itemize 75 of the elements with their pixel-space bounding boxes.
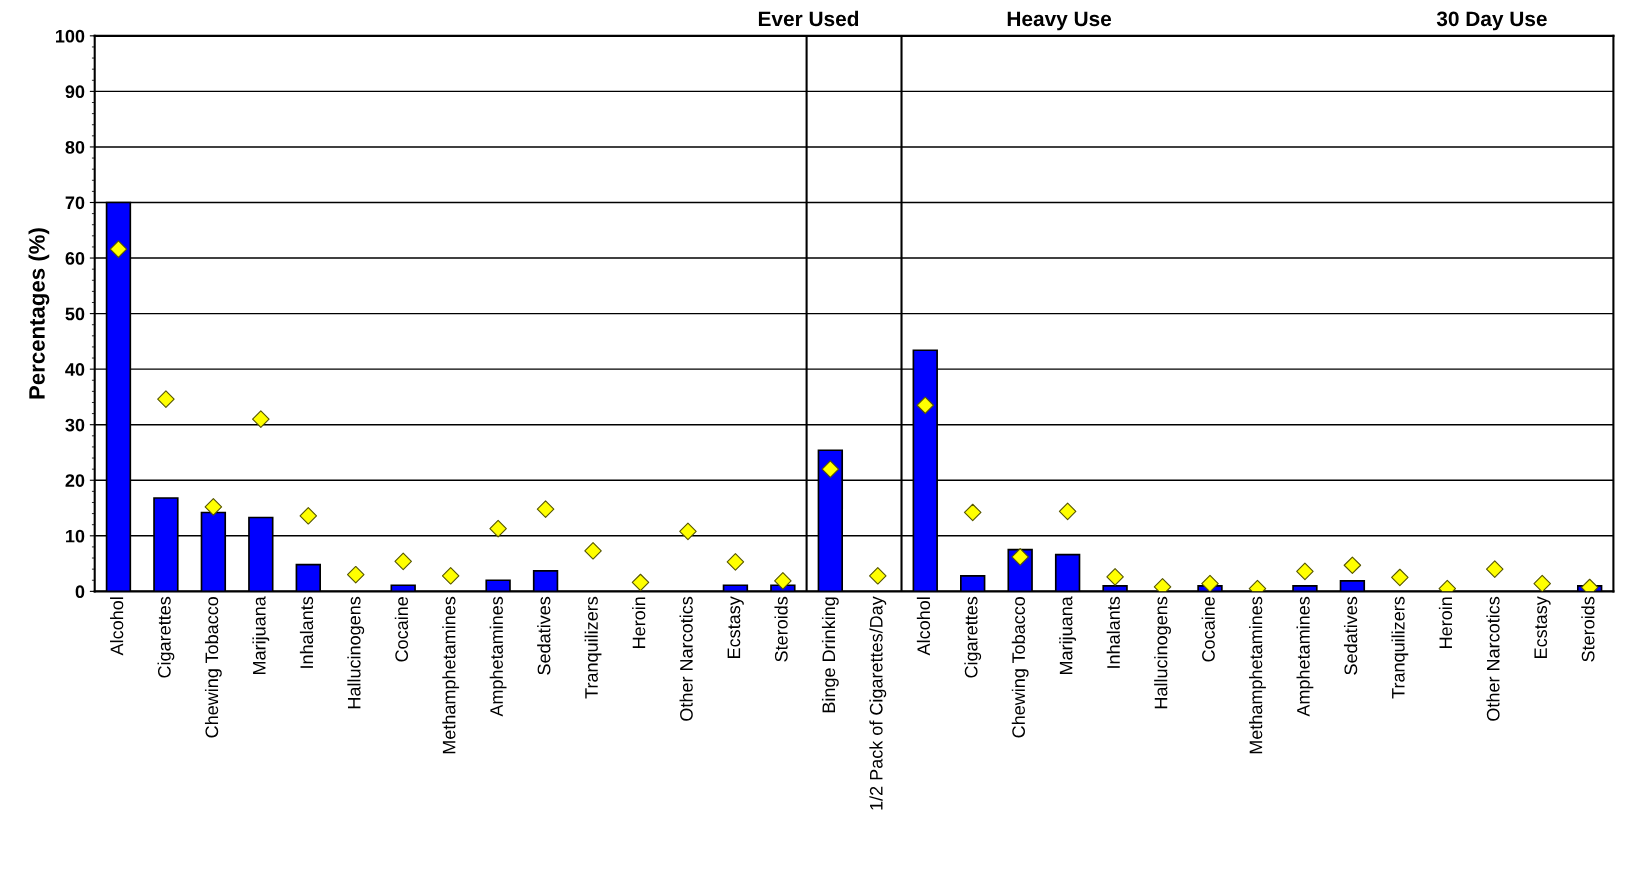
point xyxy=(394,552,412,571)
x-tick-label: Chewing Tobacco xyxy=(1011,596,1029,738)
x-tick-label: Tranquilizers xyxy=(584,596,602,699)
point xyxy=(963,503,982,522)
x-tick-label: Inhalants xyxy=(1106,596,1120,668)
y-tick-label: 90 xyxy=(65,85,85,99)
x-tick-label: 1/2 Pack of Cigarettes/Day xyxy=(869,596,887,810)
point xyxy=(726,553,745,571)
x-tick-label: Heroin xyxy=(1438,597,1453,648)
x-tick-label: Ecstasy xyxy=(1534,596,1551,658)
point xyxy=(204,498,223,516)
x-tick-label: Chewing Tobacco xyxy=(204,596,222,738)
point xyxy=(1296,562,1314,581)
x-tick-label: Amphetamines xyxy=(1296,596,1314,717)
point xyxy=(252,410,270,428)
x-tick-label: Alcohol xyxy=(110,597,124,656)
point xyxy=(1201,574,1219,592)
x-tick-label: Methamphetamines xyxy=(442,596,460,754)
y-tick-label: 100 xyxy=(56,29,85,43)
text: 30 Day Use xyxy=(1436,11,1547,31)
point xyxy=(916,396,935,415)
x-tick-label: Marijuana xyxy=(1059,596,1077,675)
text: Heavy Use xyxy=(1007,11,1112,31)
x-tick-label: Tranquilizers xyxy=(1391,596,1409,699)
point xyxy=(346,565,365,584)
x-tick-label: Cocaine xyxy=(1201,597,1215,662)
x-tick-label: Steroids xyxy=(1581,596,1595,662)
point xyxy=(869,567,887,585)
y-tick-label: 80 xyxy=(65,140,85,154)
x-tick-label: Cocaine xyxy=(394,597,409,662)
y-tick-label: 60 xyxy=(65,251,85,265)
y-tick-label: 30 xyxy=(65,418,85,432)
x-tick-label: Ecstasy xyxy=(727,596,744,658)
point xyxy=(536,500,555,518)
x-tick-label: Sedatives xyxy=(537,596,551,675)
x-tick-label: Alcohol xyxy=(916,597,931,656)
x-tick-label: Inhalants xyxy=(299,596,314,668)
x-tick-label: Methamphetamines xyxy=(1249,596,1266,754)
x-tick-label: Hallucinogens xyxy=(347,596,365,709)
y-tick-label: 20 xyxy=(65,474,85,487)
point xyxy=(299,507,318,525)
y-axis-title: Percentages (%) xyxy=(28,228,50,399)
point xyxy=(1485,560,1504,578)
x-tick-label: Other Narcotics xyxy=(679,596,693,721)
y-tick-label: 40 xyxy=(65,363,85,376)
x-tick-label: Other Narcotics xyxy=(1486,596,1500,721)
point xyxy=(489,519,507,538)
y-tick-label: 10 xyxy=(66,529,85,543)
point xyxy=(631,573,650,592)
x-tick-label: Hallucinogens xyxy=(1154,596,1171,709)
x-tick-label: Binge Drinking xyxy=(821,597,839,713)
point xyxy=(584,542,602,560)
point xyxy=(679,522,697,541)
y-tick-label: 50 xyxy=(65,307,85,321)
point xyxy=(1011,548,1029,566)
x-tick-label: Marijuana xyxy=(252,596,270,675)
point xyxy=(109,240,128,258)
point xyxy=(1058,502,1077,521)
y-tick-label: 0 xyxy=(75,585,85,599)
text: Ever Used xyxy=(758,10,859,27)
x-tick-label: Amphetamines xyxy=(489,596,507,717)
point xyxy=(1391,568,1409,587)
point xyxy=(1106,568,1124,586)
point xyxy=(1343,556,1362,575)
x-tick-label: Cigarettes xyxy=(157,596,175,678)
point xyxy=(821,460,840,478)
point xyxy=(1533,574,1551,592)
point xyxy=(157,390,175,408)
x-tick-label: Cigarettes xyxy=(964,596,982,678)
point xyxy=(441,567,460,585)
y-tick-label: 70 xyxy=(65,196,85,210)
x-tick-label: Heroin xyxy=(632,597,646,648)
point xyxy=(774,572,792,590)
x-tick-label: Sedatives xyxy=(1343,596,1358,675)
x-tick-label: Steroids xyxy=(774,596,788,662)
